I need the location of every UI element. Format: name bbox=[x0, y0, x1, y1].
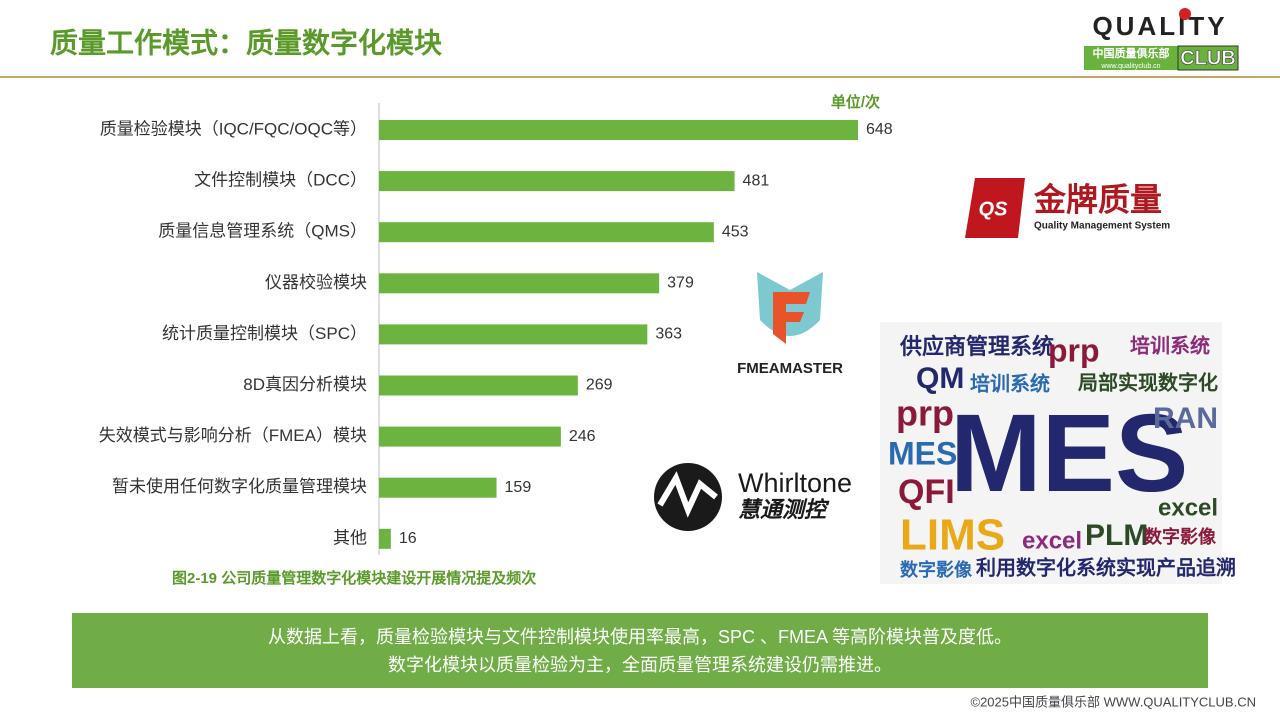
logo-text: Whirltone bbox=[738, 468, 852, 498]
bar bbox=[379, 477, 497, 498]
word-cloud-word: 局部实现数字化 bbox=[1077, 370, 1218, 394]
word-cloud-bg bbox=[880, 322, 1222, 584]
word-cloud-word: 数字影像 bbox=[1144, 526, 1217, 547]
word-cloud-word: 数字影像 bbox=[900, 559, 973, 580]
whirltone-circle bbox=[654, 463, 722, 531]
bar bbox=[379, 324, 648, 345]
summary-box bbox=[72, 613, 1208, 688]
category-label: 仪器校验模块 bbox=[265, 273, 367, 292]
category-label: 其他 bbox=[333, 528, 367, 547]
word-cloud-word: QFI bbox=[898, 473, 955, 511]
category-label: 质量信息管理系统（QMS） bbox=[158, 222, 367, 241]
category-label: 8D真因分析模块 bbox=[243, 375, 367, 394]
word-cloud-word: QM bbox=[916, 362, 964, 395]
whirltone-wave bbox=[657, 471, 718, 518]
word-cloud-word: 利用数字化系统实现产品追溯 bbox=[976, 555, 1236, 579]
word-cloud-word: 培训系统 bbox=[1130, 333, 1210, 357]
summary-text: 数字化模块以质量检验为主，全面质量管理系统建设仍需推进。 bbox=[388, 655, 892, 675]
logo-text: Quality Management System bbox=[1034, 221, 1170, 232]
qs-logo: QS 金牌质量 Quality Management System bbox=[965, 178, 1170, 238]
chart-caption: 图2-19 公司质量管理数字化模块建设开展情况提及频次 bbox=[172, 569, 536, 587]
summary-text: 从数据上看，质量检验模块与文件控制模块使用率最高，SPC 、FMEA 等高阶模块… bbox=[268, 627, 1012, 647]
slide-title: 质量工作模式：质量数字化模块 bbox=[50, 26, 442, 58]
data-label: 269 bbox=[586, 377, 613, 394]
logo-text: 慧通测控 bbox=[738, 497, 830, 522]
logo-dot bbox=[1179, 8, 1191, 20]
data-label: 16 bbox=[399, 530, 417, 547]
logo-box bbox=[1177, 45, 1239, 71]
data-label: 246 bbox=[569, 428, 596, 445]
word-cloud-word: MES bbox=[888, 435, 957, 471]
bar bbox=[379, 273, 660, 294]
word-cloud-word: 培训系统 bbox=[970, 371, 1050, 395]
logo-text: CLUB bbox=[1180, 47, 1236, 69]
category-label: 质量检验模块（IQC/FQC/OQC等） bbox=[100, 119, 367, 138]
word-cloud-word: PLM bbox=[1085, 519, 1148, 552]
word-cloud-word: MES bbox=[950, 392, 1188, 515]
logo-box bbox=[1084, 46, 1178, 70]
footer: ©2025中国质量俱乐部 WWW.QUALITYCLUB.CN bbox=[970, 694, 1256, 709]
unit-label: 单位/次 bbox=[831, 93, 880, 111]
fmea-logo: FMEAMASTER bbox=[737, 272, 843, 377]
whirltone-logo: Whirltone 慧通测控 bbox=[654, 463, 852, 531]
logo-text: 金牌质量 bbox=[1033, 181, 1162, 217]
logo-text: 中国质量俱乐部 bbox=[1093, 46, 1170, 60]
category-label: 文件控制模块（DCC） bbox=[194, 171, 367, 190]
logo-text: www.qualityclub.cn bbox=[1100, 63, 1160, 70]
bar bbox=[379, 222, 714, 243]
fmea-f bbox=[773, 292, 810, 344]
data-label: 481 bbox=[743, 172, 770, 189]
word-cloud-word: prp bbox=[896, 393, 954, 434]
bar bbox=[379, 120, 858, 140]
bar bbox=[379, 375, 578, 396]
data-label: 453 bbox=[722, 223, 749, 240]
word-cloud-word: excel bbox=[1158, 494, 1218, 521]
qs-shape bbox=[965, 178, 1025, 238]
data-label: 363 bbox=[655, 326, 682, 343]
word-cloud-word: LIMS bbox=[900, 511, 1005, 560]
data-label: 648 bbox=[866, 121, 893, 138]
category-label: 暂未使用任何数字化质量管理模块 bbox=[112, 476, 367, 496]
word-cloud-word: prp bbox=[1048, 332, 1100, 368]
club-logo: QUALITY 中国质量俱乐部 www.qualityclub.cn CLUB bbox=[1084, 8, 1239, 71]
logo-text: QS bbox=[979, 198, 1009, 220]
category-label: 失效模式与影响分析（FMEA）模块 bbox=[99, 426, 367, 445]
bar bbox=[379, 171, 735, 192]
word-cloud-word: excel bbox=[1022, 527, 1082, 554]
word-cloud-word: 供应商管理系统 bbox=[899, 334, 1054, 359]
data-label: 159 bbox=[505, 479, 532, 496]
bar bbox=[379, 426, 561, 447]
bar bbox=[379, 528, 391, 549]
logo-text: FMEAMASTER bbox=[737, 360, 843, 377]
word-cloud-word: RAN bbox=[1153, 402, 1218, 435]
category-label: 统计质量控制模块（SPC） bbox=[162, 324, 367, 343]
logo-text: QUALITY bbox=[1092, 11, 1227, 41]
data-label: 379 bbox=[667, 275, 694, 292]
